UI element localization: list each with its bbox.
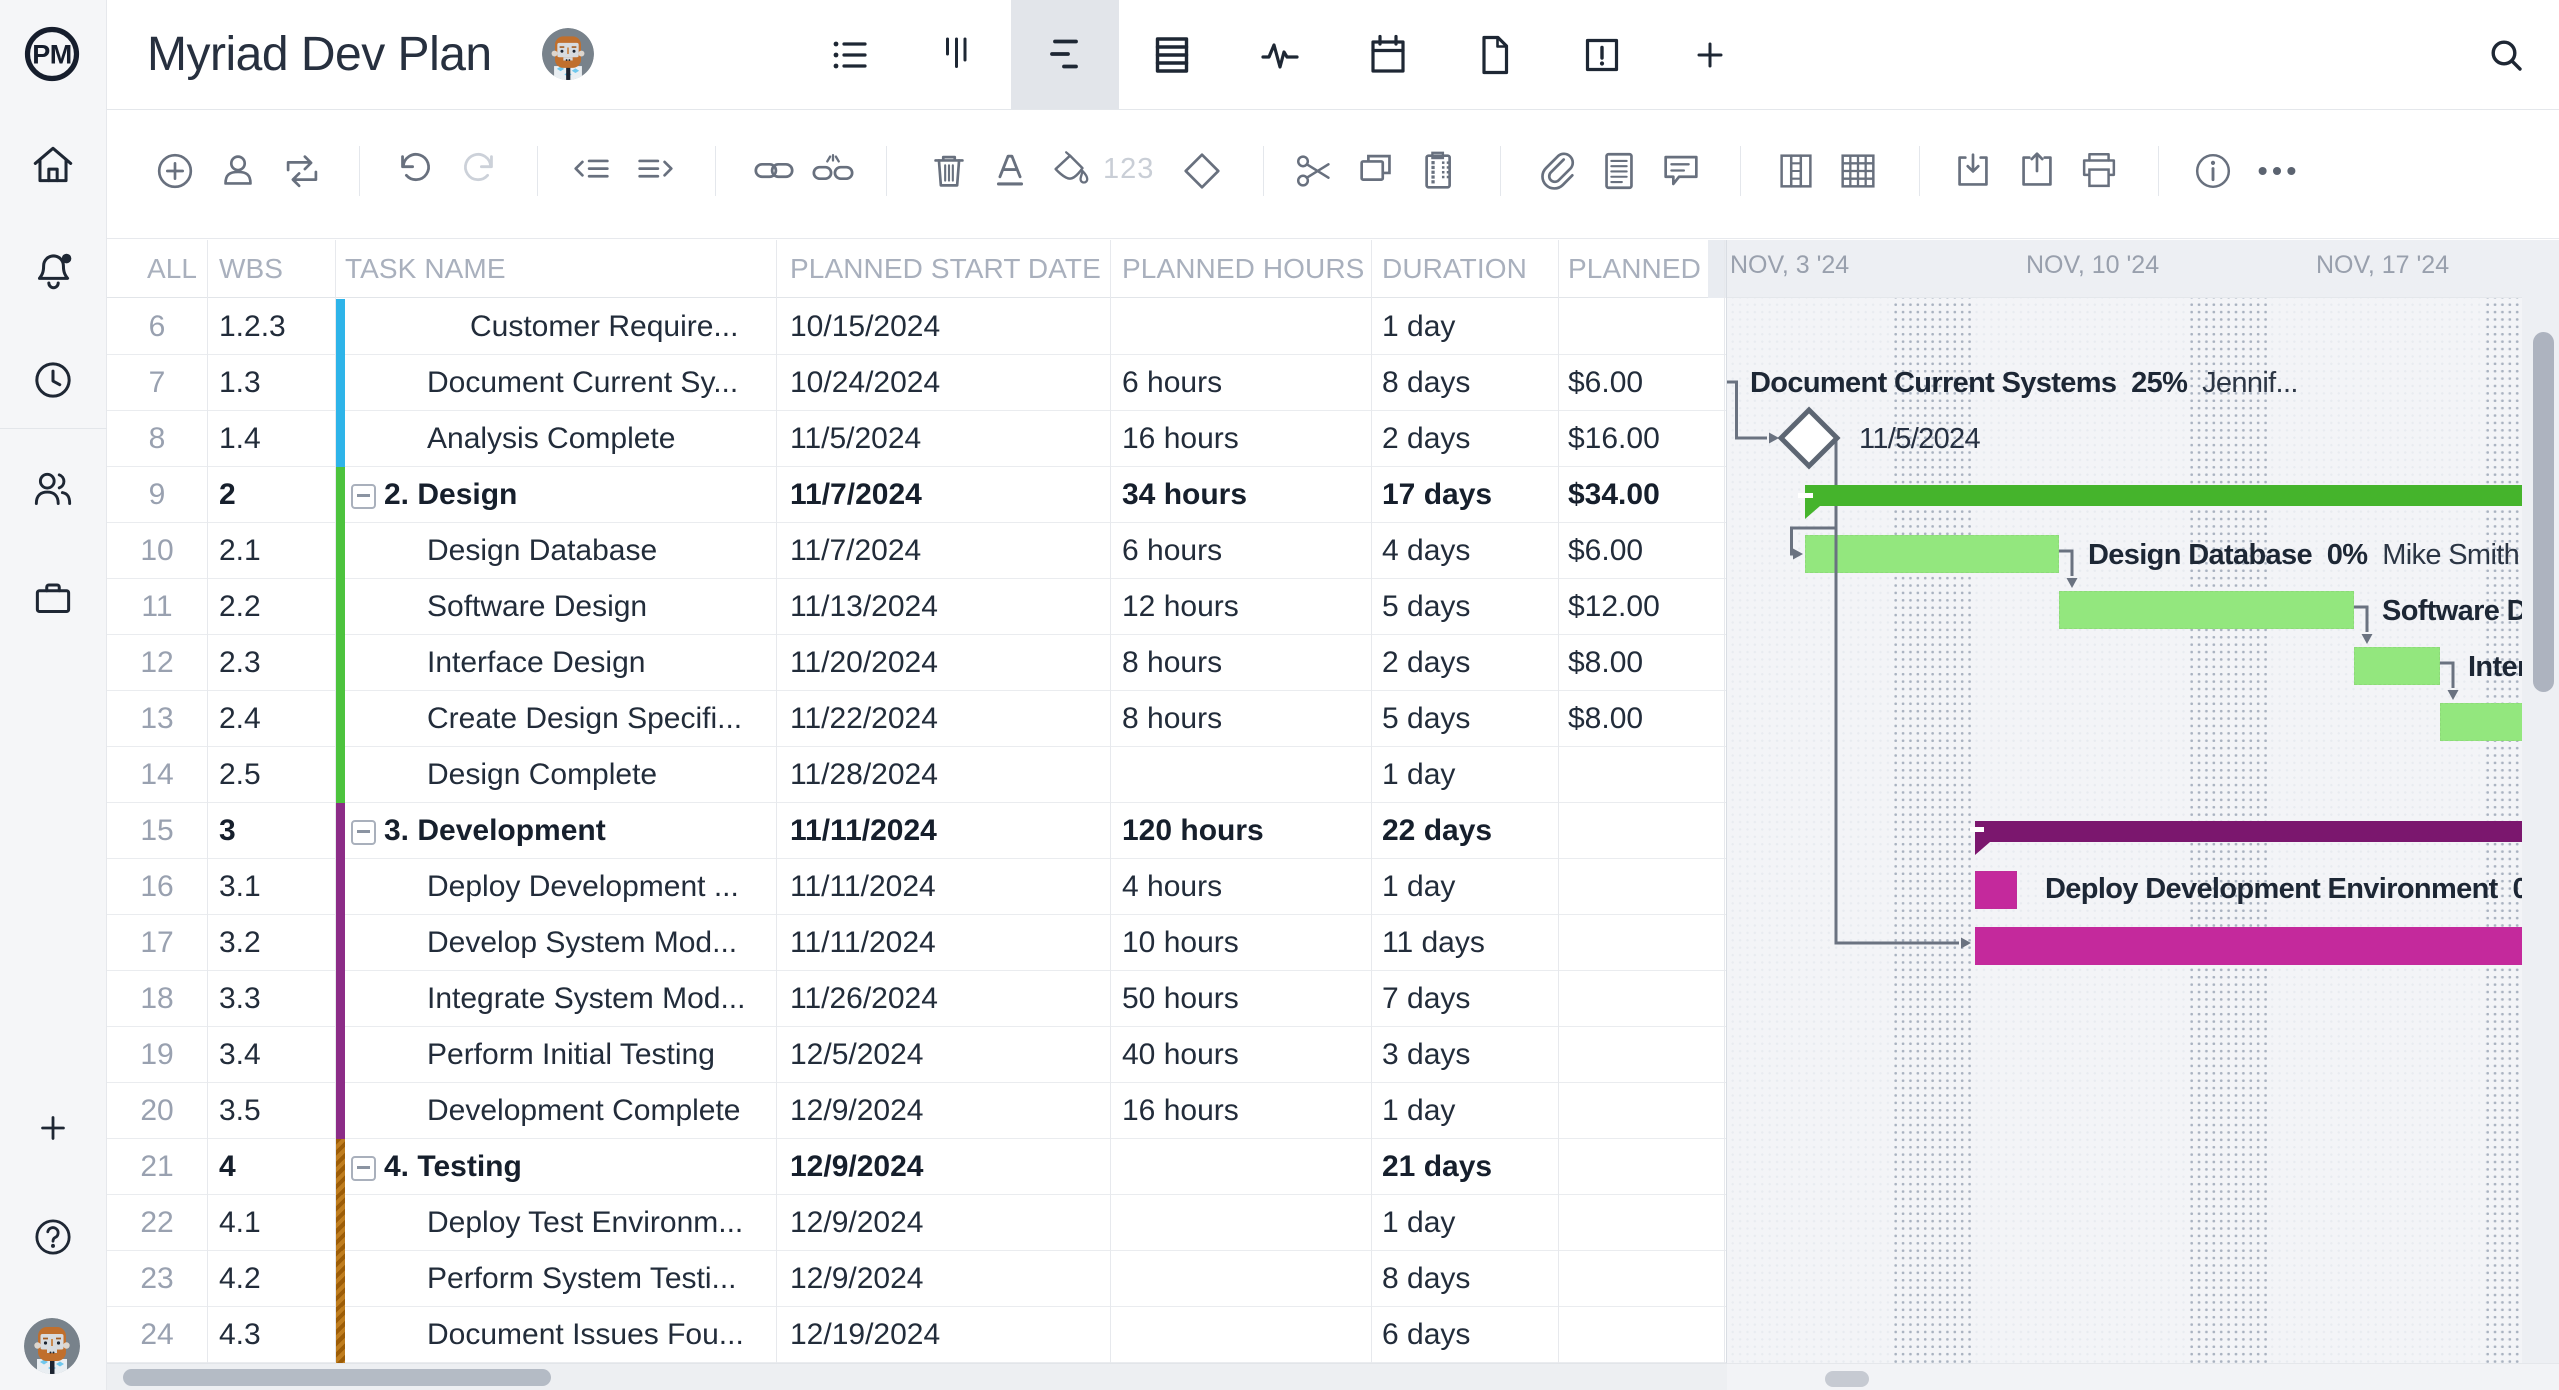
svg-text:PM: PM: [32, 40, 72, 70]
